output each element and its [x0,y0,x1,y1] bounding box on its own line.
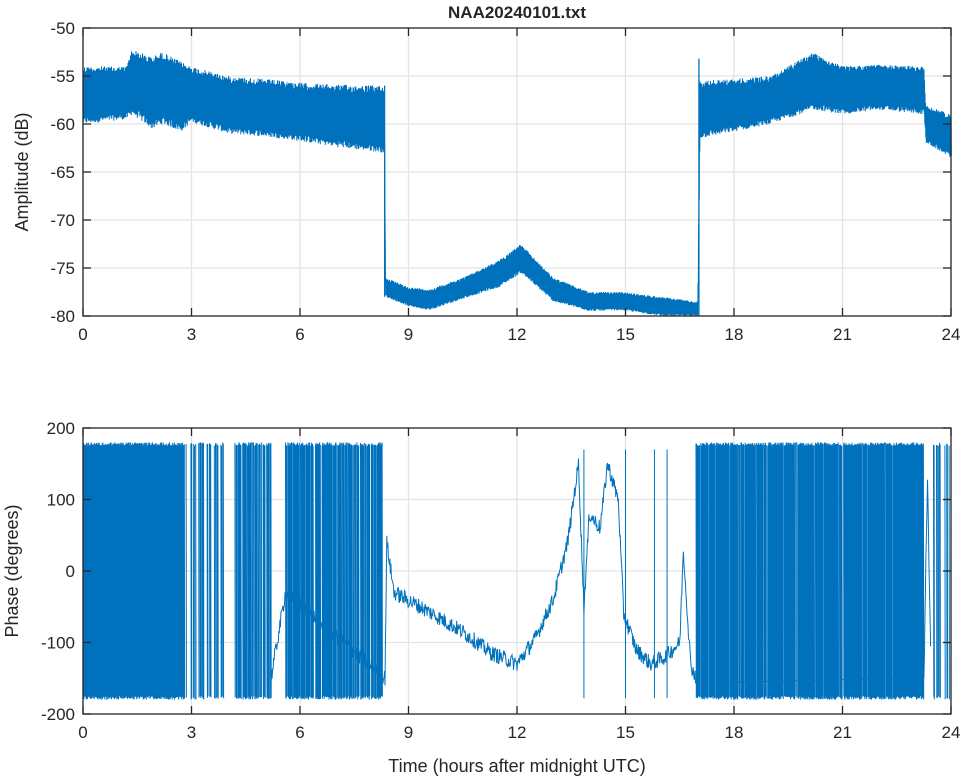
phase-wrapped-region [82,442,185,700]
phase-wrapped-region [695,442,925,700]
amplitude-axes: 0 3 6 9 12 15 18 21 24 -50 -55 -60 -65 -70 -75 -80 [50,19,960,344]
amplitude-y-label: Amplitude (dB) [12,112,32,231]
x-tick-label: 24 [942,723,961,742]
x-tick-label: 3 [187,723,196,742]
phase-wrapped-region [183,442,225,700]
phase-wrapped-region [234,442,272,700]
x-tick-label: 6 [295,325,304,344]
x-tick-label: 12 [508,325,527,344]
x-tick-label: 0 [78,723,87,742]
x-tick-label: 18 [725,325,744,344]
phase-axes: 0 3 6 9 12 15 18 21 24 200 100 0 -100 -200 [41,419,960,742]
x-tick-label: 21 [833,723,852,742]
x-tick-label: 21 [833,325,852,344]
x-tick-label: 24 [942,325,961,344]
x-tick-label: 18 [725,723,744,742]
x-tick-label: 9 [404,723,413,742]
y-tick-label: -60 [50,115,75,134]
x-tick-label: 9 [404,325,413,344]
y-tick-label: -100 [41,634,75,653]
y-tick-label: -65 [50,163,75,182]
y-tick-label: 0 [66,562,75,581]
y-tick-label: -80 [50,307,75,326]
x-tick-label: 12 [508,723,527,742]
x-tick-label: 15 [616,723,635,742]
y-tick-label: -75 [50,259,75,278]
phase-wrapped-region [285,442,383,700]
y-tick-label: -200 [41,705,75,724]
x-tick-label: 6 [295,723,304,742]
y-tick-label: -50 [50,19,75,38]
x-tick-label: 3 [187,325,196,344]
x-tick-label: 0 [78,325,87,344]
x-axis-label: Time (hours after midnight UTC) [388,756,645,776]
y-tick-label: 200 [47,419,75,438]
chart-title: NAA20240101.txt [448,3,586,22]
y-tick-label: 100 [47,491,75,510]
x-tick-label: 15 [616,325,635,344]
amplitude-series-line [82,51,952,317]
phase-y-label: Phase (degrees) [2,504,22,637]
y-tick-label: -55 [50,67,75,86]
y-tick-label: -70 [50,211,75,230]
